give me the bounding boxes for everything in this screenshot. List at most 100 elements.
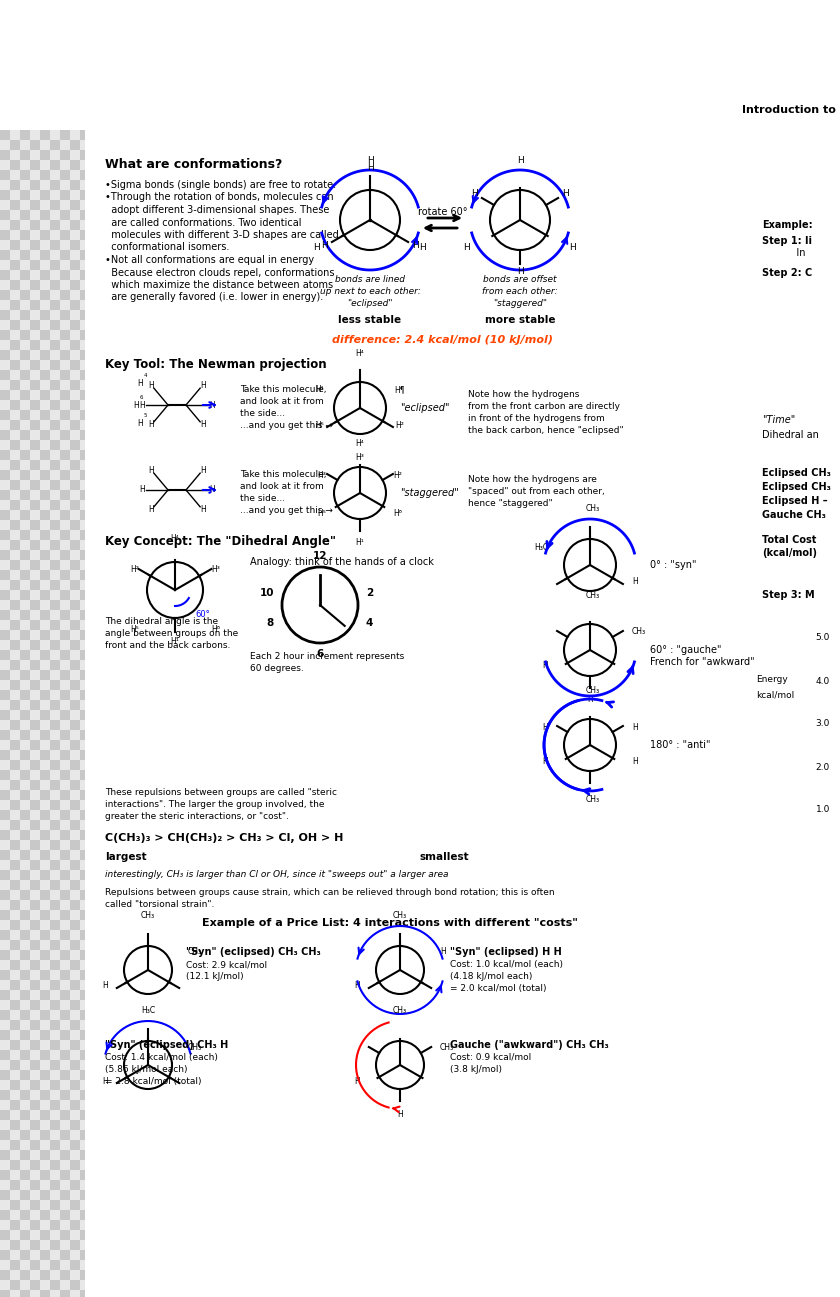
Bar: [270, 580, 280, 590]
Bar: [380, 700, 390, 709]
Bar: [270, 800, 280, 811]
Bar: [90, 620, 100, 630]
Bar: [200, 431, 210, 440]
Bar: [590, 130, 600, 140]
Bar: [310, 150, 320, 160]
Bar: [290, 811, 300, 820]
Bar: [260, 460, 270, 470]
Bar: [650, 40, 660, 51]
Bar: [400, 1150, 410, 1160]
Bar: [530, 60, 540, 70]
Bar: [760, 240, 770, 250]
Bar: [180, 680, 190, 690]
Bar: [550, 100, 560, 110]
Bar: [210, 230, 220, 240]
Bar: [770, 960, 780, 970]
Bar: [620, 420, 630, 431]
Bar: [250, 1100, 260, 1110]
Bar: [500, 910, 510, 920]
Bar: [830, 100, 840, 110]
Bar: [640, 240, 650, 250]
Bar: [320, 501, 330, 510]
Bar: [440, 930, 450, 940]
Bar: [310, 340, 320, 350]
Bar: [180, 220, 190, 230]
Bar: [760, 879, 770, 890]
Bar: [750, 19, 760, 30]
Bar: [270, 639, 280, 650]
Bar: [470, 720, 480, 730]
Bar: [180, 870, 190, 879]
Bar: [60, 431, 70, 440]
Bar: [630, 310, 640, 320]
Bar: [40, 420, 50, 431]
Bar: [250, 620, 260, 630]
Bar: [790, 750, 800, 760]
Bar: [50, 1191, 60, 1200]
Bar: [460, 300, 470, 310]
Bar: [690, 779, 700, 790]
Bar: [680, 1280, 690, 1291]
Bar: [630, 420, 640, 431]
Bar: [470, 940, 480, 949]
Bar: [70, 870, 80, 879]
Bar: [820, 1230, 830, 1240]
Bar: [230, 19, 240, 30]
Bar: [530, 1089, 540, 1100]
Bar: [290, 750, 300, 760]
Bar: [490, 820, 500, 830]
Bar: [70, 1030, 80, 1040]
Bar: [40, 259, 50, 270]
Bar: [430, 40, 440, 51]
Bar: [210, 940, 220, 949]
Bar: [740, 230, 750, 240]
Bar: [190, 741, 200, 750]
Bar: [130, 1000, 140, 1010]
Bar: [120, 140, 130, 150]
Bar: [390, 830, 400, 840]
Bar: [700, 1140, 710, 1150]
Bar: [320, 550, 330, 560]
Bar: [370, 671, 380, 680]
Bar: [60, 700, 70, 709]
Bar: [590, 10, 600, 19]
Bar: [550, 790, 560, 800]
Bar: [750, 900, 760, 910]
Bar: [310, 1270, 320, 1280]
Bar: [650, 1089, 660, 1100]
Bar: [120, 1089, 130, 1100]
Bar: [540, 100, 550, 110]
Bar: [680, 70, 690, 80]
Bar: [540, 470, 550, 480]
Bar: [740, 1220, 750, 1230]
Bar: [720, 350, 730, 361]
Bar: [310, 520, 320, 530]
Bar: [620, 170, 630, 180]
Bar: [190, 280, 200, 291]
Bar: [370, 189, 380, 200]
Bar: [250, 1110, 260, 1121]
Bar: [450, 320, 460, 329]
Bar: [300, 620, 310, 630]
Bar: [490, 0, 500, 10]
Bar: [720, 940, 730, 949]
Bar: [410, 1210, 420, 1220]
Bar: [280, 470, 290, 480]
Bar: [820, 900, 830, 910]
Bar: [290, 550, 300, 560]
Bar: [640, 910, 650, 920]
Bar: [300, 940, 310, 949]
Bar: [180, 100, 190, 110]
Bar: [530, 350, 540, 361]
Bar: [160, 1291, 170, 1297]
Bar: [330, 140, 340, 150]
Bar: [830, 990, 840, 1000]
Bar: [430, 830, 440, 840]
Bar: [160, 930, 170, 940]
Bar: [760, 610, 770, 620]
Bar: [470, 601, 480, 610]
Bar: [270, 510, 280, 520]
Bar: [100, 510, 110, 520]
Bar: [730, 19, 740, 30]
Bar: [680, 960, 690, 970]
